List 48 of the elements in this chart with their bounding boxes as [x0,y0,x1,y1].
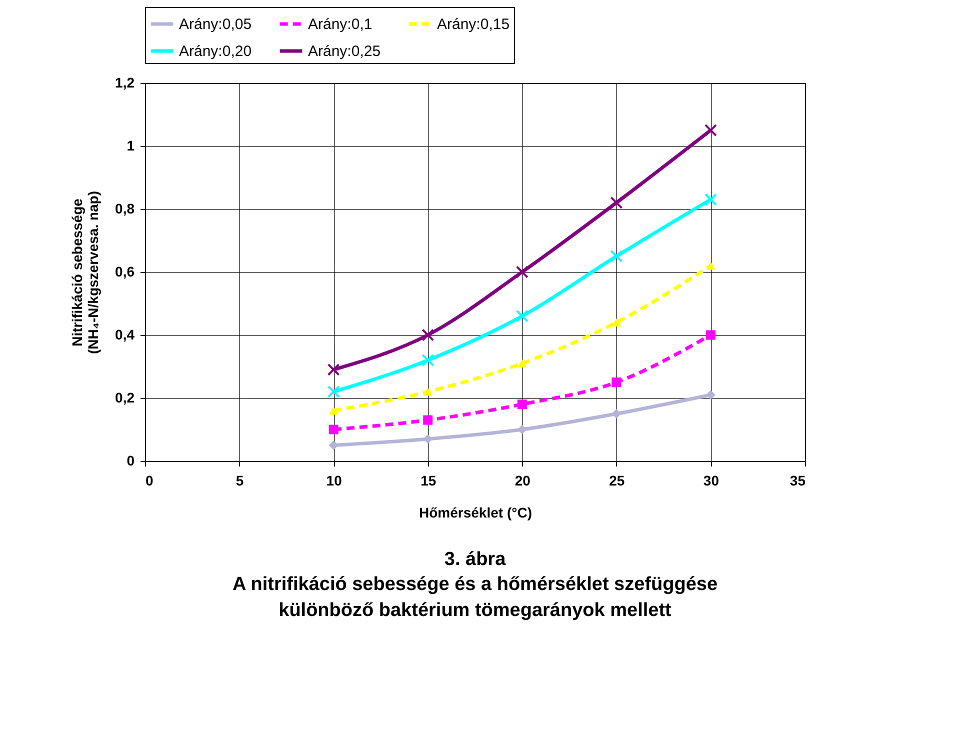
point [516,266,528,278]
y-axis-title: Nitrifikáció sebessége (NH₄-N/kgszervesa. nap) [69,190,102,354]
point [706,262,716,270]
legend-label: Arány:0,05 [179,16,252,33]
x-tick-label: 5 [236,472,244,488]
point [612,378,622,387]
y-tick-label: 0,6 [115,264,135,280]
point [610,250,623,262]
y-tick-label: 0 [126,452,135,468]
y-tick-label: 0,4 [115,326,135,342]
point [612,318,622,327]
point [706,390,716,400]
point [327,385,340,398]
point [422,328,434,342]
y-tick-label: 0,2 [115,390,135,406]
x-tick-label: 30 [703,472,720,488]
point [610,196,623,209]
point [328,440,338,450]
legend-label: Arány:0,20 [179,43,252,60]
point [328,424,338,434]
x-tick-label: 15 [420,472,436,488]
x-tick-label: 35 [790,472,806,488]
point [706,330,716,340]
point [704,124,717,136]
x-tick-label: 10 [326,472,342,488]
point [423,388,433,396]
y-tick-label: 0,8 [115,200,135,216]
point [517,400,527,410]
point [516,310,528,322]
point [423,415,433,425]
point [704,193,717,206]
y-tick-label: 1 [126,138,135,154]
point [517,359,527,368]
legend-label: Arány:0,15 [437,16,510,33]
point [328,406,338,415]
legend-label: Arány:0,25 [308,43,381,60]
x-tick-label: 0 [146,472,154,488]
legend-label: Arány:0,1 [308,16,372,33]
point [422,354,434,366]
x-axis-title: Hőmérséklet (°C) [419,504,532,520]
x-tick-label: 20 [514,472,531,488]
text: 3. ábra [444,549,506,570]
text: A nitrifikáció sebessége és a hőmérséklet szefüggése különböző baktérium tömegarányok mellett [232,574,718,621]
point [612,409,622,418]
point [517,424,527,434]
x-tick-label: 25 [609,472,625,488]
y-tick-label: 1,2 [115,74,135,90]
point [327,363,340,376]
